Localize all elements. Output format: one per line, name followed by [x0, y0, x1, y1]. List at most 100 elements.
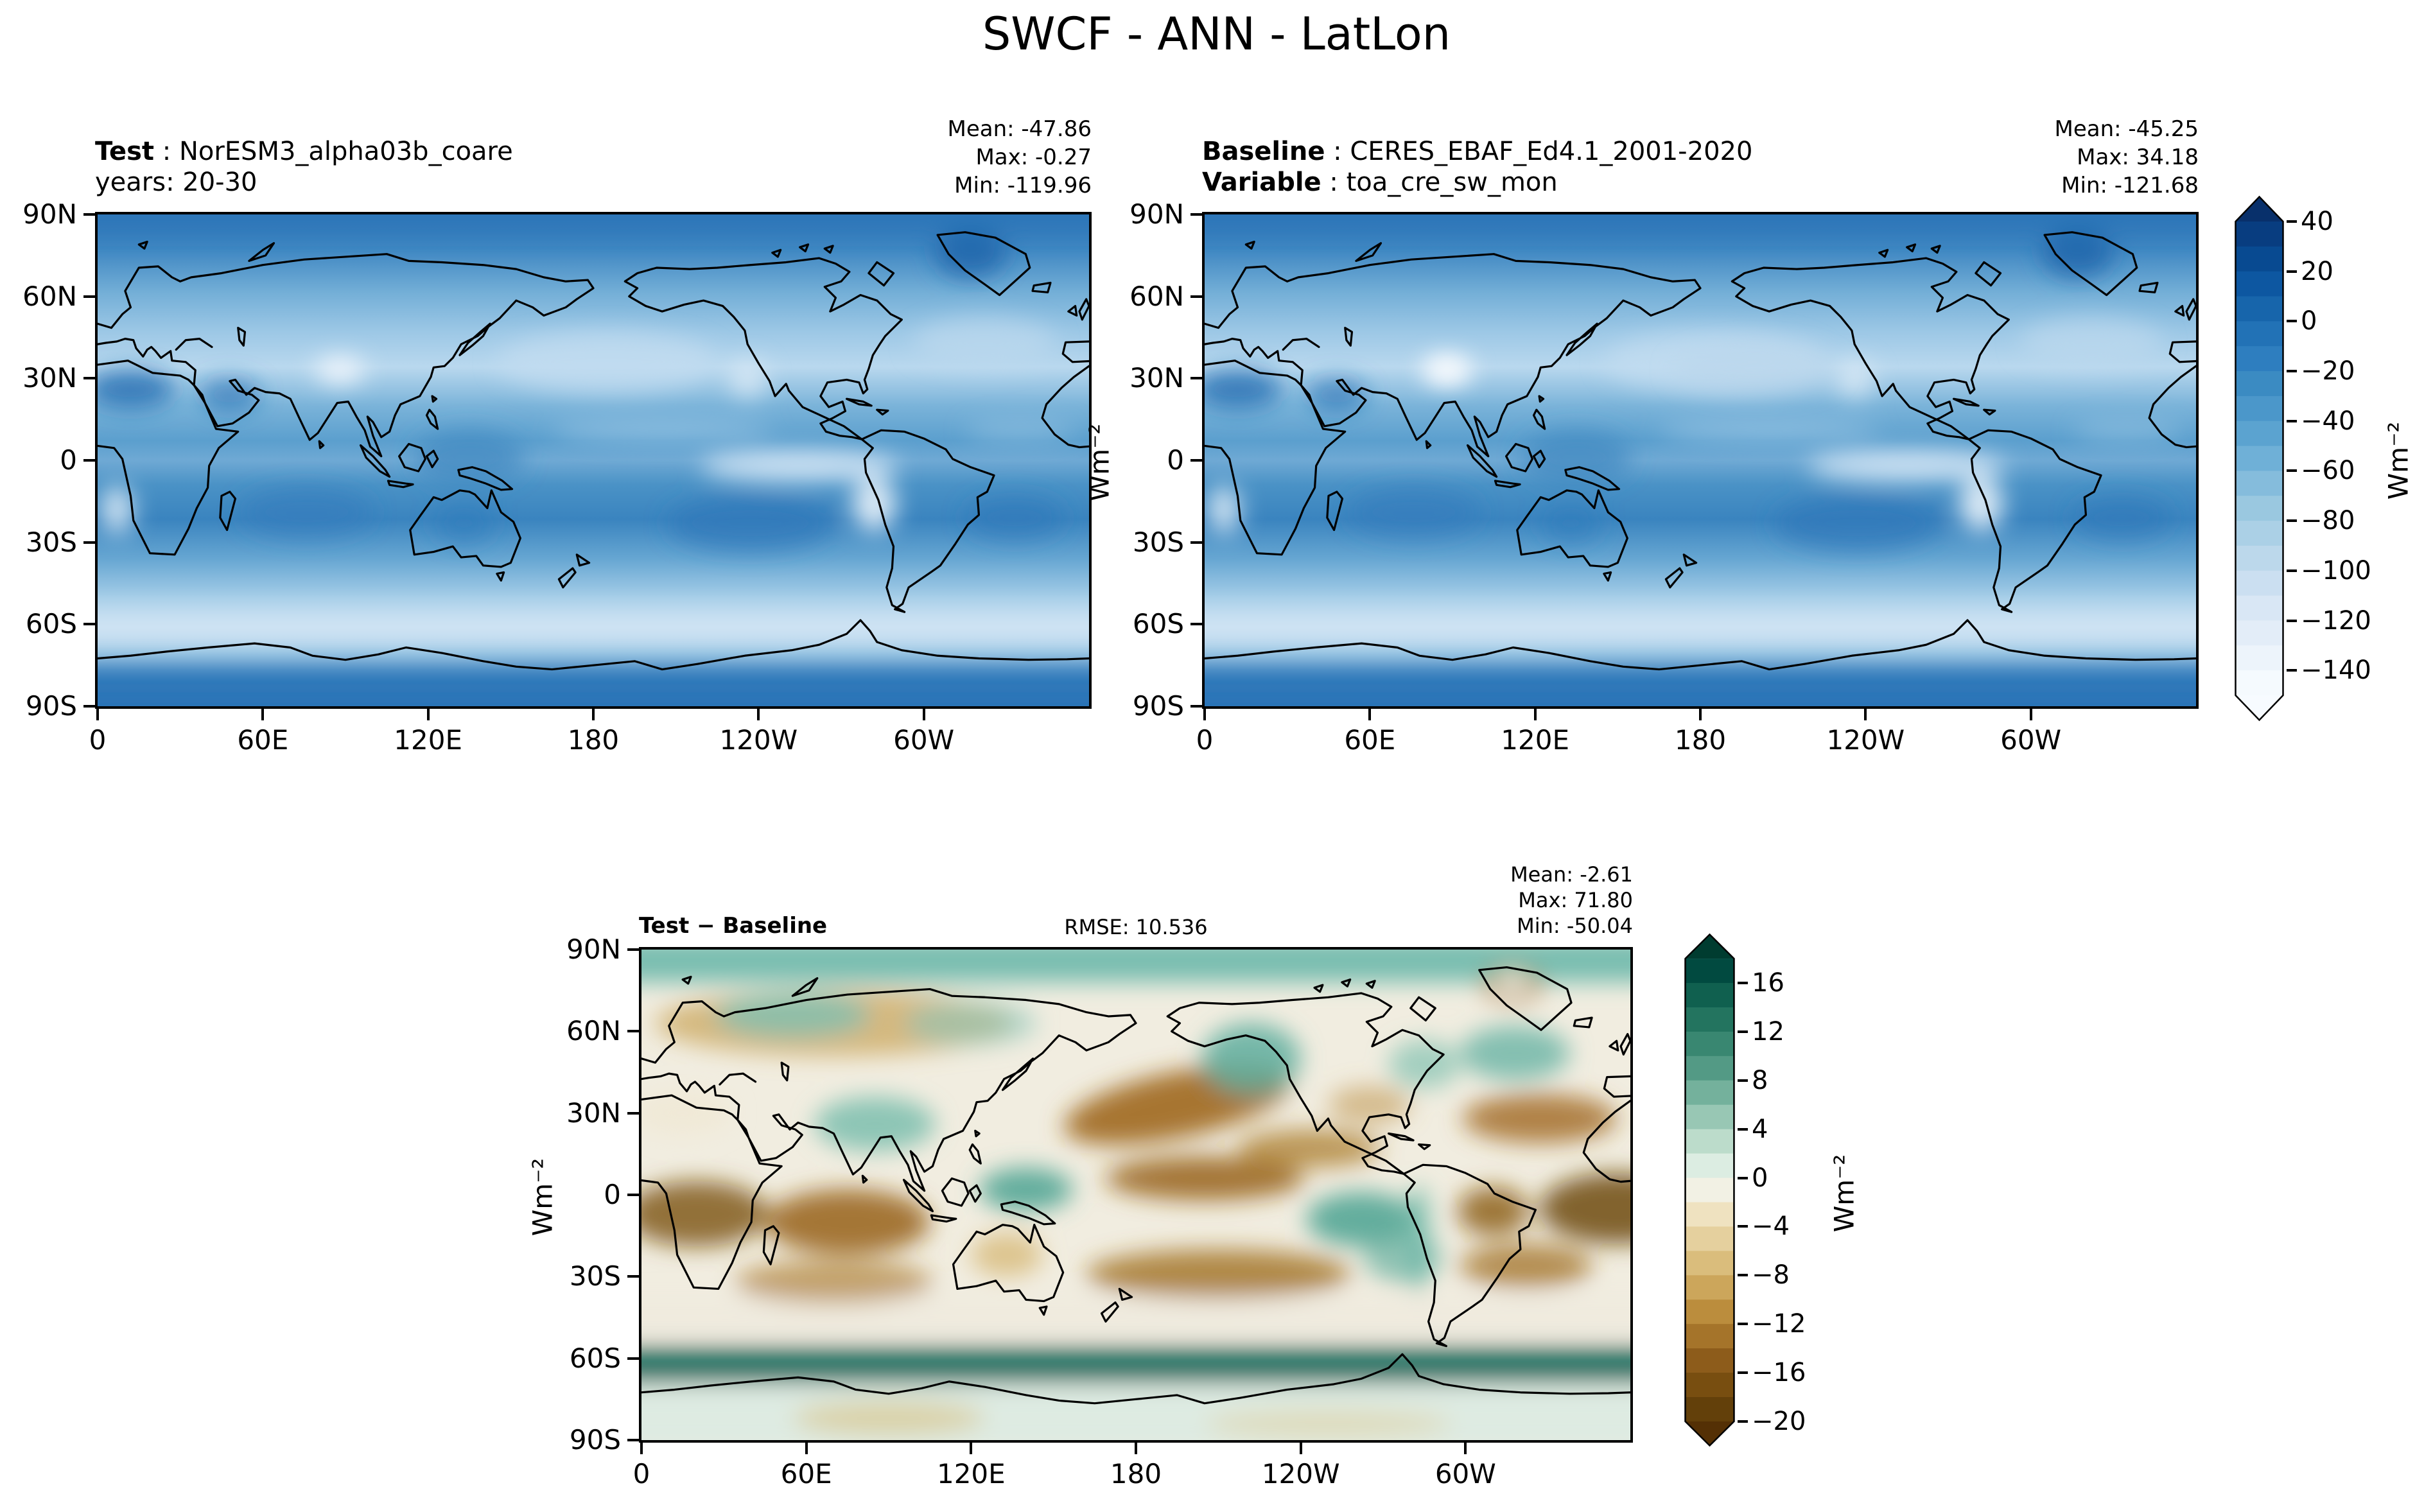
diff-map-panel: 90N 60N 30N 0 30S 60S 90S 0 60E 120E 180 120W 60W [566, 934, 1633, 1490]
tick-mark [1738, 1030, 1748, 1033]
diff-ylabel: Wm⁻² [527, 1158, 559, 1237]
tick-mark [1203, 709, 1206, 720]
top-colorbar-svg [2235, 195, 2284, 722]
tick-label: 30S [569, 1260, 621, 1292]
tick-mark [627, 1030, 639, 1033]
tick-label: 60E [1344, 724, 1396, 756]
tick-mark [1190, 295, 1202, 298]
tick-label: 60N [1129, 280, 1184, 312]
tick-mark [627, 1357, 639, 1360]
tick-label: 60W [893, 724, 955, 756]
tick-mark [2287, 320, 2297, 323]
tick-mark [83, 705, 95, 708]
tick-mark [83, 459, 95, 462]
tick-mark [1464, 1443, 1467, 1454]
tick-label: 8 [1752, 1065, 1768, 1095]
bottom-colorbar-outline [1684, 933, 1735, 1447]
tick-mark [2287, 220, 2297, 223]
tick-label: 60E [780, 1458, 832, 1490]
bottom-colorbar-unit: Wm⁻² [1828, 1154, 1860, 1233]
diff-lon-axis: 0 60E 120E 180 120W 60W [633, 950, 1630, 1490]
tick-label: 60S [569, 1342, 621, 1374]
tick-label: 180 [567, 724, 620, 756]
test-label: Test [95, 137, 155, 166]
tick-mark [2287, 569, 2297, 572]
bottom-colorbar: 16 12 8 4 0 −4 −8 −12 −16 −20 [1684, 933, 1806, 1447]
test-mean: Mean: -47.86 [947, 116, 1092, 142]
tick-label: 30N [22, 362, 77, 394]
tick-label: 12 [1752, 1016, 1784, 1047]
tick-mark [1738, 1323, 1748, 1326]
diff-min: Min: -50.04 [1517, 914, 1633, 938]
tick-mark [1533, 709, 1537, 720]
tick-label: −16 [1752, 1358, 1806, 1388]
tick-label: 60S [1132, 608, 1184, 640]
tick-mark [1190, 377, 1202, 380]
tick-mark [2287, 370, 2297, 373]
bottom-colorbar-ticks: 16 12 8 4 0 −4 −8 −12 −16 −20 [1684, 934, 1806, 1447]
tick-mark [83, 541, 95, 544]
tick-mark [2029, 709, 2032, 720]
tick-label: −8 [1752, 1260, 1790, 1290]
baseline-max: Max: 34.18 [2077, 144, 2199, 170]
tick-label: 0 [1167, 444, 1184, 476]
tick-label: 60N [566, 1015, 621, 1047]
test-lon-axis: 0 60E 120E 180 120W 60W [89, 214, 1089, 756]
tick-mark [592, 709, 595, 720]
tick-mark [1864, 709, 1867, 720]
tick-label: 90N [566, 934, 621, 965]
top-colorbar-ticks: 40 20 0 −20 −40 −60 −80 −100 −120 −140 [2235, 196, 2371, 721]
tick-mark [1738, 1176, 1748, 1179]
tick-mark [2287, 419, 2297, 422]
tick-mark [2287, 669, 2297, 672]
diff-max: Max: 71.80 [1518, 888, 1633, 912]
test-min: Min: -119.96 [954, 173, 1092, 198]
diff-mean: Mean: -2.61 [1510, 862, 1633, 887]
tick-label: −100 [2301, 555, 2371, 586]
test-name: : NorESM3_alpha03b_coare [154, 137, 513, 166]
diff-lat-axis: 90N 60N 30N 0 30S 60S 90S [566, 934, 1630, 1456]
tick-mark [1699, 709, 1702, 720]
baseline-map-panel: 90N 60N 30N 0 30S 60S 90S 0 60E 120E 180 120W 60W [1129, 198, 2199, 756]
tick-mark [426, 709, 430, 720]
tick-label: 0 [604, 1179, 621, 1210]
tick-mark [1738, 1127, 1748, 1131]
tick-label: 90S [569, 1424, 621, 1456]
tick-label: 90S [25, 690, 77, 722]
tick-mark [83, 377, 95, 380]
tick-mark [627, 1439, 639, 1441]
tick-mark [640, 1443, 643, 1454]
tick-label: 180 [1110, 1458, 1162, 1490]
baseline-min: Min: -121.68 [2061, 173, 2199, 198]
baseline-lat-axis: 90N 60N 30N 0 30S 60S 90S [1129, 198, 2196, 722]
tick-label: 30N [566, 1097, 621, 1129]
tick-label: 60W [1435, 1458, 1496, 1490]
tick-mark [970, 1443, 973, 1454]
tick-mark [1738, 1371, 1748, 1375]
test-years: years: 20-30 [95, 168, 257, 197]
tick-mark [627, 1275, 639, 1278]
test-panel-header: Test : NorESM3_alpha03b_coare years: 20-3… [95, 136, 513, 198]
tick-mark [1738, 982, 1748, 985]
tick-label: 120W [1261, 1458, 1340, 1490]
figure-title: SWCF - ANN - LatLon [982, 8, 1451, 60]
tick-mark [627, 948, 639, 951]
tick-mark [1135, 1443, 1137, 1454]
baseline-name: : CERES_EBAF_Ed4.1_2001-2020 [1325, 137, 1753, 166]
tick-mark [2287, 270, 2297, 273]
tick-mark [627, 1194, 639, 1196]
tick-label: 90S [1132, 690, 1184, 722]
top-colorbar-outline [2235, 195, 2284, 722]
tick-mark [2287, 469, 2297, 473]
tick-mark [1299, 1443, 1302, 1454]
tick-label: 120E [394, 724, 462, 756]
top-colorbar-unit: Wm⁻² [2382, 421, 2414, 500]
tick-label: 30N [1129, 362, 1184, 394]
baseline-map [1205, 214, 2196, 706]
tick-mark [1738, 1274, 1748, 1277]
tick-label: 60N [22, 280, 77, 312]
tick-label: 120E [1501, 724, 1569, 756]
tick-label: −40 [2301, 406, 2355, 436]
tick-mark [1190, 705, 1202, 708]
